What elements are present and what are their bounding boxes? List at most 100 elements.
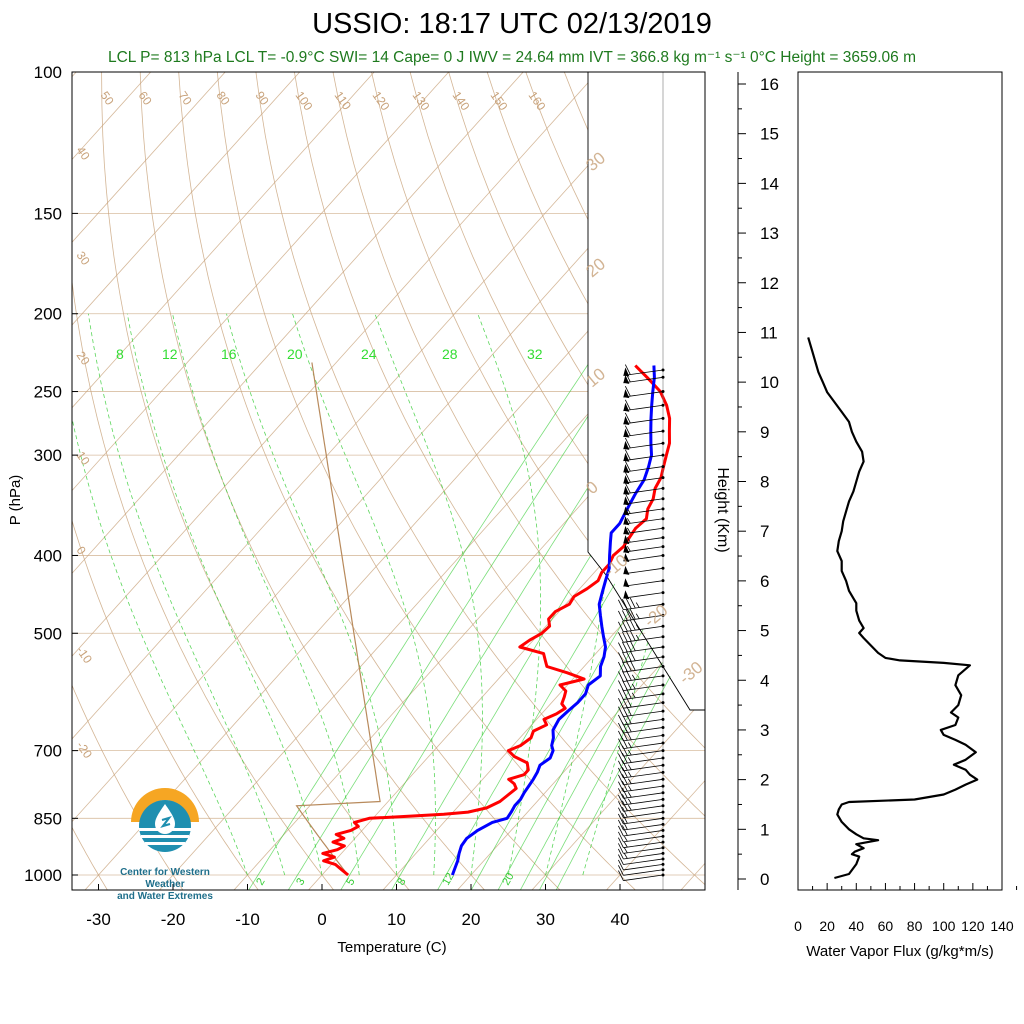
wind-barb-shaft [623, 817, 664, 825]
wind-barb-shaft [623, 785, 664, 793]
wind-barb-dot [661, 526, 665, 530]
wind-barb-shaft [623, 742, 664, 750]
wind-barb-dot [661, 741, 665, 745]
moist-adiabat-line [72, 416, 248, 876]
wind-barb-flag [618, 599, 624, 610]
pressure-tick-label: 250 [34, 383, 62, 402]
dewpoint-trace [450, 365, 656, 876]
theta-label: 60 [136, 89, 155, 108]
isotherm-line [72, 72, 301, 326]
wind-barb-flag [629, 630, 636, 641]
wind-barb [618, 767, 665, 779]
wind-barb-flag [618, 652, 624, 663]
mixing-ratio-label: 20 [287, 346, 303, 362]
wind-barb [618, 619, 665, 633]
wind-barb-dot [661, 777, 665, 781]
wind-barb [618, 752, 665, 764]
wind-barb-dot [661, 591, 665, 595]
wind-barb-flag [624, 437, 631, 449]
wind-barb [623, 460, 665, 474]
dry-adiabat-line [371, 72, 705, 681]
wind-barb [618, 705, 665, 718]
logo-text-line1: Center for Western Weather [120, 867, 210, 890]
wind-barb-flag [621, 794, 628, 805]
wind-barb-dot [661, 486, 665, 490]
wind-barb [623, 535, 665, 545]
wind-barb-dot [661, 517, 665, 521]
wind-barb-flag [621, 825, 628, 836]
wind-barb-dot [661, 579, 665, 583]
wind-barb-flag [618, 801, 624, 812]
pressure-tick-label: 300 [34, 446, 62, 465]
wind-barb-flag [618, 788, 624, 799]
wind-barb-shaft [623, 702, 664, 709]
wind-barb [623, 364, 665, 377]
wind-barb-dot [661, 375, 665, 379]
wind-barb [623, 412, 665, 425]
height-tick-label: 3 [760, 721, 769, 740]
height-tick-label: 14 [760, 174, 779, 193]
temperature-trace [321, 364, 672, 877]
wind-barb-half-flag [627, 798, 632, 805]
temperature-axis-label: Temperature (C) [337, 939, 446, 956]
wind-barb [618, 609, 665, 622]
wind-barb-shaft [623, 811, 664, 819]
wind-barb-dot [661, 816, 665, 820]
wind-barb-flag [618, 870, 624, 881]
wind-barb-shaft [623, 750, 664, 757]
wind-barb [623, 590, 665, 600]
wind-barb [618, 859, 665, 871]
moist-adiabat-line [292, 313, 436, 875]
flux-frame [797, 71, 1003, 891]
wind-barb-dot [661, 804, 665, 808]
flux-tick-label: 40 [848, 918, 864, 934]
wind-barb-flag [618, 706, 624, 717]
wind-barb-flag [621, 767, 628, 778]
wind-barb-dot [661, 536, 665, 540]
cw3e-logo: Center for Western Weather and Water Ext… [100, 782, 230, 903]
wind-barb-dot [661, 674, 665, 678]
theta-left-label: 20 [74, 349, 93, 368]
theta-left-label: 40 [74, 144, 93, 163]
wind-barb-half-flag [631, 674, 636, 680]
height-tick-label: 16 [760, 75, 779, 94]
wind-barb-flag [618, 837, 624, 848]
wind-barb-dot [661, 465, 665, 469]
wind-barb-flag [624, 493, 631, 504]
dry-adiabat-line [72, 278, 335, 890]
wind-barb-dot [661, 834, 665, 838]
pressure-tick-label: 700 [34, 742, 62, 761]
wind-barb-half-flag [624, 847, 628, 854]
wind-barb [618, 854, 665, 865]
isotherm-line [72, 72, 375, 409]
temperature-tick-label: -10 [235, 910, 260, 929]
cw3e-logo-icon [131, 788, 199, 852]
wind-barb-flag [618, 774, 624, 786]
wind-barb-flag [618, 794, 624, 806]
pressure-tick-label: 500 [34, 624, 62, 643]
wind-barb-flag [618, 781, 624, 792]
pressure-axis-label: P (hPa) [7, 475, 24, 526]
wind-barb-flag [621, 780, 628, 792]
isotherm-line [72, 72, 450, 492]
wind-barb-shaft [623, 614, 664, 622]
wind-barb-flag [621, 806, 628, 818]
wind-barb-dot [661, 692, 665, 696]
wind-barb-dot [661, 756, 665, 760]
wind-barb [623, 493, 665, 506]
wind-barb-half-flag [627, 757, 632, 763]
wind-barb-dot [661, 868, 665, 872]
isotherm-line [531, 697, 705, 890]
wind-barb-flag [629, 650, 636, 661]
wind-barb-flag [629, 597, 636, 609]
pressure-tick-label: 1000 [24, 866, 62, 885]
wind-barb-dot [661, 862, 665, 866]
flux-tick-label: 20 [819, 918, 835, 934]
wind-barb-shaft [623, 603, 664, 611]
wind-barb [623, 437, 665, 450]
wind-barb-half-flag [626, 536, 631, 543]
flux-trace [807, 337, 979, 880]
wind-barb-pennant [623, 506, 630, 516]
wind-barb-dot [661, 613, 665, 617]
wind-barb-flag [624, 425, 631, 436]
